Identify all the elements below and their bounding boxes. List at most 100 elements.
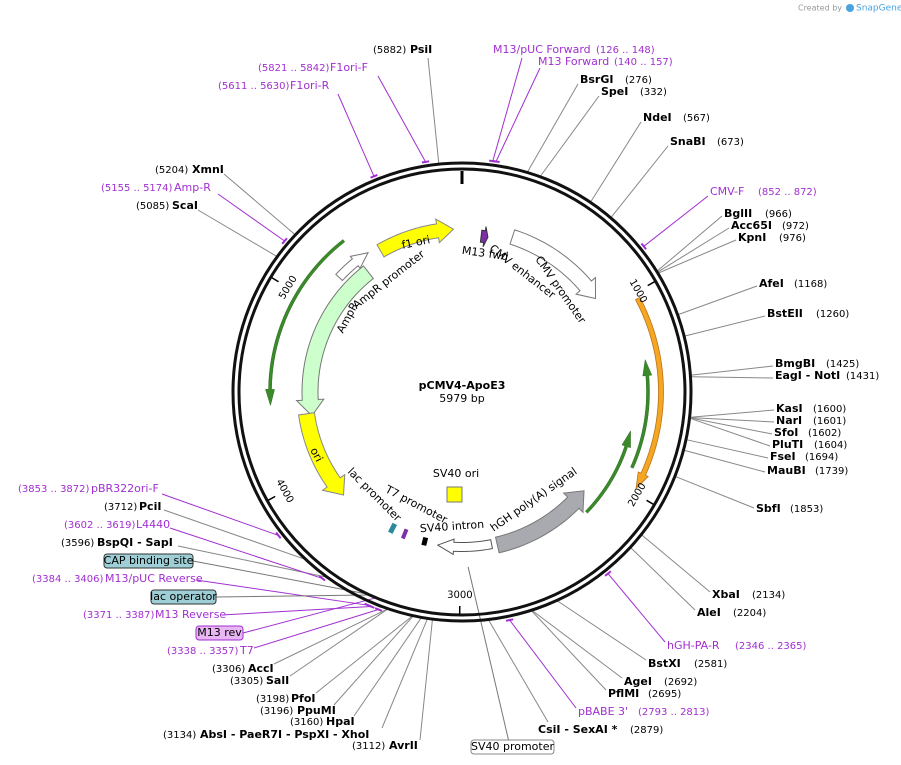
site-line (675, 476, 755, 509)
site-line (427, 57, 440, 164)
site-name: SbfI (756, 502, 781, 515)
site-name: BstXI (648, 657, 681, 670)
primer-line (607, 573, 666, 643)
site-line (197, 209, 277, 257)
site-position: (5882) (373, 45, 406, 56)
site-position: (1694) (805, 452, 838, 463)
primer-name: M13/pUC Reverse (105, 572, 203, 585)
primer-mark (505, 618, 514, 622)
primer-name: M13 Reverse (155, 608, 226, 621)
primer-line (195, 579, 369, 606)
site-position: (3712) (104, 502, 137, 513)
primer-name: M13/pUC Forward (493, 43, 591, 56)
feature-arrow (295, 265, 375, 417)
site-position: (567) (683, 113, 710, 124)
site-line (419, 620, 433, 741)
site-line (610, 145, 669, 218)
feature-box-label: M13 rev (197, 626, 242, 639)
site-position: (1602) (808, 428, 841, 439)
site-name: PsiI (410, 43, 432, 56)
site-name: BspQI - SapI (97, 536, 173, 549)
primer-mark (421, 160, 430, 164)
site-name: Acc65I (731, 219, 772, 232)
map-length: 5979 bp (439, 392, 484, 405)
feature-arrow (265, 239, 346, 407)
site-position: (976) (779, 233, 806, 244)
primer-line (337, 93, 375, 177)
site-name: KasI (776, 402, 803, 415)
site-name: SnaBI (670, 135, 706, 148)
primer-range: (3602 .. 3619) (64, 520, 136, 531)
ruler-label: 4000 (273, 477, 295, 505)
site-name: AbsI - PaeR7I - PspXI - XhoI (200, 728, 369, 741)
primer-mark (374, 607, 383, 612)
feature-arrow (630, 358, 653, 469)
credit-prefix: Created by (798, 4, 842, 13)
site-line (381, 619, 428, 729)
primer-name: F1ori-R (290, 79, 330, 92)
ruler-tick (267, 495, 276, 501)
site-position: (2581) (694, 659, 727, 670)
feature-box (195, 625, 244, 641)
feature-label: f1 ori (401, 233, 432, 252)
site-line (684, 315, 766, 337)
site-line (641, 534, 711, 593)
primer-name: L4440 (136, 518, 170, 531)
primer-range: (140 .. 157) (614, 57, 673, 68)
primer-name: F1ori-F (330, 61, 368, 74)
feature-line (467, 566, 509, 741)
feature-box (150, 589, 217, 605)
site-position: (1739) (815, 466, 848, 477)
site-name: AfeI (759, 277, 784, 290)
primer-range: (3384 .. 3406) (32, 574, 104, 585)
site-line (690, 417, 775, 423)
site-line (527, 83, 579, 172)
site-position: (1853) (790, 504, 823, 515)
primer-range: (852 .. 872) (758, 187, 817, 198)
site-line (630, 547, 696, 611)
site-name: SfoI (774, 426, 798, 439)
site-name: CsiI - SexAI * (538, 723, 618, 736)
site-position: (1600) (813, 404, 846, 415)
primer-line (221, 605, 371, 616)
site-position: (3112) (352, 741, 385, 752)
ruler-label: 2000 (626, 481, 648, 509)
map-name: pCMV4-ApoE3 (419, 379, 506, 392)
site-position: (5204) (155, 165, 188, 176)
primer-range: (2346 .. 2365) (735, 641, 807, 652)
site-position: (1260) (816, 309, 849, 320)
primer-line (509, 619, 577, 709)
site-position: (3198) (256, 694, 289, 705)
site-name: EagI - NotI (775, 369, 840, 382)
site-name: AvrII (389, 739, 418, 752)
ring-inner (237, 167, 687, 617)
feature-arrow (335, 252, 369, 282)
primer-range: (126 .. 148) (596, 45, 655, 56)
primer-mark (370, 173, 378, 179)
site-name: PciI (139, 500, 161, 513)
feature-label: M13 fwd (461, 244, 509, 263)
feature-box-label: lac operator (150, 590, 217, 603)
feature-arrow (585, 430, 631, 514)
feature-label: ori (307, 445, 325, 464)
feature-label: SV40 intron (419, 518, 484, 535)
site-position: (1431) (846, 371, 879, 382)
site-line (289, 609, 388, 677)
feature-box (103, 553, 194, 569)
site-line (532, 610, 623, 679)
site-name: BstEII (767, 307, 803, 320)
primer-range: (2793 .. 2813) (638, 707, 710, 718)
primer-line (492, 57, 523, 162)
site-position: (972) (782, 221, 809, 232)
primer-mark (275, 531, 282, 539)
primer-line (643, 195, 709, 247)
primer-mark (604, 570, 612, 577)
site-line (315, 616, 413, 694)
feature-line (242, 597, 375, 634)
site-line (353, 618, 422, 717)
site-position: (276) (625, 75, 652, 86)
site-name: KpnI (738, 231, 766, 244)
t7-bar (400, 528, 409, 540)
site-line (657, 227, 730, 273)
